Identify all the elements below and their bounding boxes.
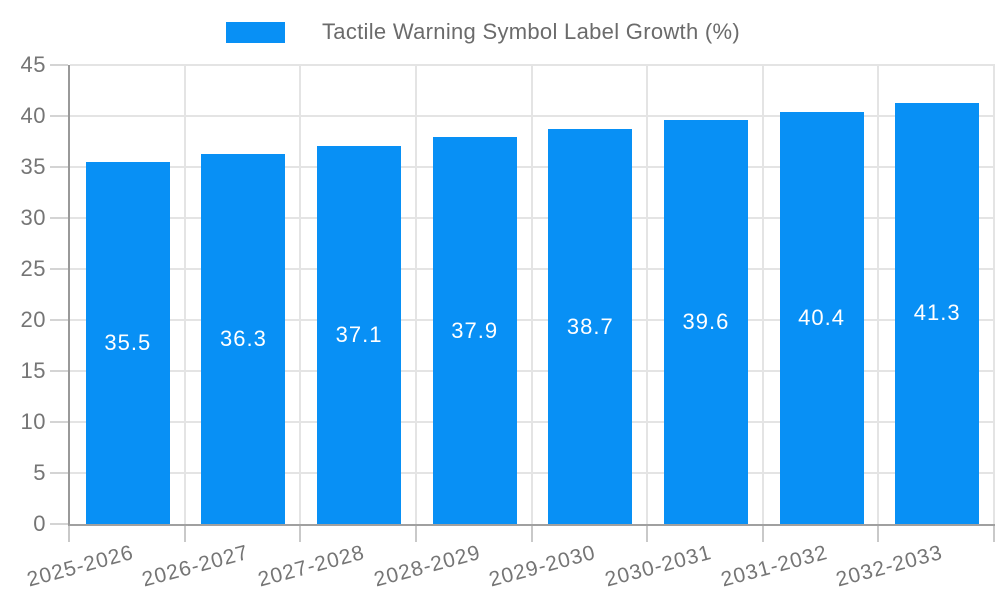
gridline-vertical (646, 65, 648, 524)
x-axis-tick (184, 526, 186, 542)
bar: 35.5 (85, 161, 170, 524)
y-axis-label: 45 (20, 52, 46, 77)
bar-value-label: 39.6 (682, 309, 730, 335)
gridline-vertical (993, 65, 995, 524)
x-axis-tick (762, 526, 764, 542)
x-axis-tick (415, 526, 417, 542)
bar-value-label: 38.7 (566, 313, 614, 339)
gridline-vertical (762, 65, 764, 524)
bar: 36.3 (201, 153, 286, 524)
legend-swatch (226, 22, 285, 43)
gridline-vertical (877, 65, 879, 524)
y-axis-tick (50, 64, 68, 66)
x-axis-tick (877, 526, 879, 542)
bar: 39.6 (663, 120, 748, 524)
y-axis-tick (50, 166, 68, 168)
x-axis-tick (299, 526, 301, 542)
y-axis-tick (50, 421, 68, 423)
y-axis-label: 40 (20, 103, 46, 128)
y-axis-label: 20 (20, 307, 46, 332)
bar-value-label: 37.9 (451, 317, 499, 343)
y-axis-label: 0 (33, 511, 46, 536)
bar: 41.3 (895, 102, 980, 524)
y-axis-tick (50, 523, 68, 525)
bar-value-label: 36.3 (220, 325, 267, 351)
gridline-vertical (299, 65, 301, 524)
legend-item[interactable]: Tactile Warning Symbol Label Growth (%) (0, 18, 1000, 48)
y-axis-tick (50, 115, 68, 117)
plot-area: 35.5 36.3 37.1 37.9 38.7 39.6 40.4 41.3 (50, 64, 995, 542)
y-axis-tick (50, 472, 68, 474)
y-axis-label: 35 (20, 154, 46, 179)
y-axis-label: 25 (20, 256, 46, 281)
gridline-vertical (531, 65, 533, 524)
bar-value-label: 35.5 (104, 329, 152, 355)
gridline-vertical (415, 65, 417, 524)
y-axis-label: 5 (33, 460, 46, 485)
bar: 37.9 (432, 137, 517, 524)
bar-value-label: 37.1 (335, 321, 383, 347)
y-axis-tick (50, 370, 68, 372)
y-axis-tick (50, 319, 68, 321)
bar-value-label: 41.3 (913, 300, 961, 326)
x-axis-tick (646, 526, 648, 542)
y-axis-label: 30 (20, 205, 46, 230)
bar: 38.7 (548, 129, 633, 524)
gridline-vertical (184, 65, 186, 524)
bar: 37.1 (317, 145, 402, 524)
legend-label: Tactile Warning Symbol Label Growth (%) (322, 19, 741, 44)
y-axis-tick (50, 268, 68, 270)
x-axis-tick (993, 526, 995, 542)
x-axis-tick (531, 526, 533, 542)
bar: 40.4 (779, 111, 864, 524)
x-axis-tick (68, 526, 70, 542)
y-axis-label: 15 (20, 358, 46, 383)
bar-value-label: 40.4 (798, 304, 845, 330)
y-axis-tick (50, 217, 68, 219)
y-axis-label: 10 (20, 409, 46, 434)
